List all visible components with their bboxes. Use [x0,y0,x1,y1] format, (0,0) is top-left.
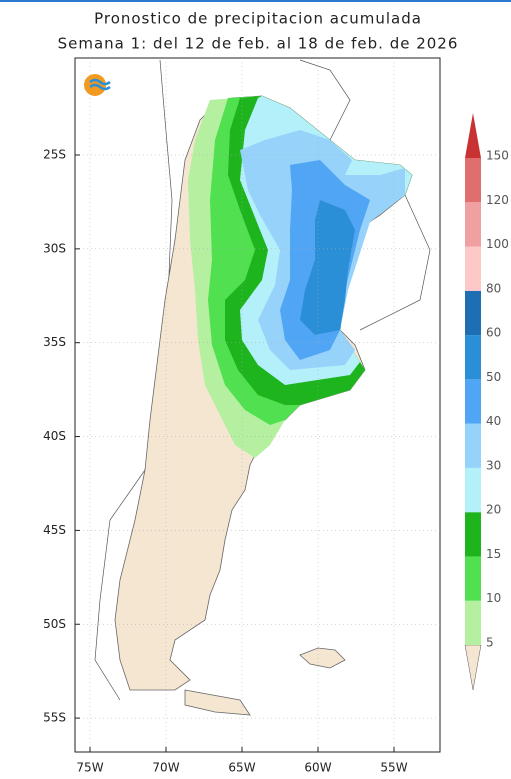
title: Pronostico de precipitacion acumulada [94,10,422,28]
colorbar-label: 100 [486,237,509,251]
colorbar-label: 10 [486,591,501,605]
lon-label: 55W [380,761,407,775]
colorbar-segment [465,290,481,336]
lon-label: 65W [228,761,255,775]
colorbar-segment [465,467,481,513]
lat-label: 45S [43,523,66,537]
colorbar-label: 120 [486,193,509,207]
logo-waves [89,78,111,91]
colorbar-segment [465,158,481,203]
colorbar-label: 40 [486,414,501,428]
colorbar-segment [465,335,481,380]
colorbar-segment [465,202,481,247]
subtitle: Semana 1: del 12 de feb. al 18 de feb. d… [58,35,459,53]
falklands [299,647,346,669]
tierra-del-fuego [184,689,251,716]
lat-label: 35S [43,335,66,349]
logo [84,74,111,96]
lon-label: 75W [76,761,103,775]
colorbar-label: 15 [486,547,501,561]
colorbar-label: 50 [486,370,501,384]
lon-label: 60W [304,761,331,775]
lat-label: 55S [43,711,66,725]
colorbar-segment [465,379,481,424]
colorbar-segment [465,423,481,468]
colorbar-label: 30 [486,458,501,472]
colorbar-label: 5 [486,636,494,650]
lat-label: 50S [43,617,66,631]
zone-50-60 [300,200,355,335]
colorbar-segment [465,556,481,601]
colorbar-label: 60 [486,326,501,340]
lon-label: 70W [152,761,179,775]
lat-label: 40S [43,429,66,443]
colorbar-under [464,644,482,691]
brazil-uruguay-border [359,194,431,331]
colorbar-segment [465,512,481,557]
colorbar-over [465,113,481,158]
colorbar-label: 20 [486,503,501,517]
top-border [0,0,511,2]
colorbar-segment [465,246,481,291]
bolivia-border [299,59,351,141]
colorbar-label: 80 [486,281,501,295]
chile-coast [94,469,146,701]
lat-label: 25S [43,148,66,162]
colorbar-segment [465,600,481,645]
colorbar: 5 10 15 20 30 40 50 60 80 100 120 150 [464,113,509,691]
lat-label: 30S [43,241,66,255]
colorbar-label: 150 [486,149,509,163]
map [74,57,441,753]
